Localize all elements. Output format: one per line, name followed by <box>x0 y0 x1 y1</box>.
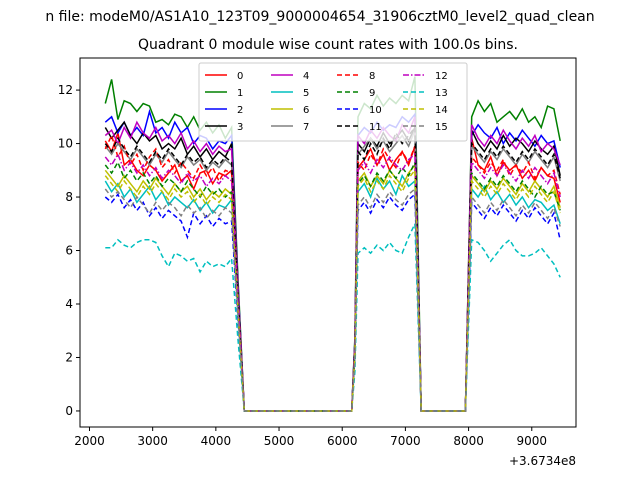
legend-label-6: 6 <box>303 105 309 116</box>
series-line-5 <box>104 173 561 412</box>
y-tick-label: 0 <box>65 404 73 418</box>
legend-label-14: 14 <box>435 105 448 116</box>
series-line-11 <box>104 125 561 412</box>
figure-suptitle: n file: modeM0/AS1A10_123T09_9000004654_… <box>45 9 594 25</box>
legend-label-0: 0 <box>237 71 243 82</box>
series-line-9 <box>104 160 561 412</box>
x-tick-label: 8000 <box>453 434 484 448</box>
x-tick-label: 5000 <box>264 434 295 448</box>
ticks-layer: 2000 3000 4000 5000 6000 7000 8000 9000 0 2 4 6 8 10 1… <box>58 83 547 448</box>
legend-label-15: 15 <box>435 122 448 133</box>
legend-label-13: 13 <box>435 88 448 99</box>
legend-label-4: 4 <box>303 71 309 82</box>
legend-box <box>198 62 468 142</box>
series-line-8 <box>104 133 561 412</box>
series-line-7 <box>104 129 561 412</box>
legend-label-7: 7 <box>303 122 309 133</box>
legend-label-1: 1 <box>237 88 243 99</box>
legend-label-3: 3 <box>237 122 243 133</box>
series-line-12 <box>104 152 561 412</box>
x-tick-label: 7000 <box>390 434 421 448</box>
x-tick-label: 9000 <box>516 434 547 448</box>
legend-label-8: 8 <box>369 71 375 82</box>
series-line-6 <box>104 162 561 412</box>
series-line-15 <box>104 187 561 412</box>
legend-label-9: 9 <box>369 88 375 99</box>
legend-label-12: 12 <box>435 71 448 82</box>
legend-label-11: 11 <box>369 122 382 133</box>
series-line-3 <box>104 120 561 412</box>
legend-label-10: 10 <box>369 105 382 116</box>
series-line-13 <box>105 223 561 412</box>
x-tick-label: 3000 <box>137 434 168 448</box>
y-tick-label: 6 <box>65 244 73 258</box>
legend-label-2: 2 <box>237 105 243 116</box>
x-tick-label: 6000 <box>327 434 358 448</box>
x-tick-label: 2000 <box>74 434 105 448</box>
x-tick-label: 4000 <box>201 434 232 448</box>
series-line-0 <box>104 129 561 412</box>
y-tick-label: 10 <box>58 137 73 151</box>
y-tick-label: 2 <box>65 350 73 364</box>
series-line-14 <box>104 168 561 412</box>
chart-title: Quadrant 0 module wise count rates with … <box>138 37 518 53</box>
legend-label-5: 5 <box>303 88 309 99</box>
y-tick-label: 8 <box>65 190 73 204</box>
series-line-10 <box>104 192 561 412</box>
axes-frame <box>79 57 577 428</box>
x-offset-label: +3.6734e8 <box>509 454 576 468</box>
y-tick-label: 4 <box>65 297 73 311</box>
y-tick-label: 12 <box>58 83 73 97</box>
